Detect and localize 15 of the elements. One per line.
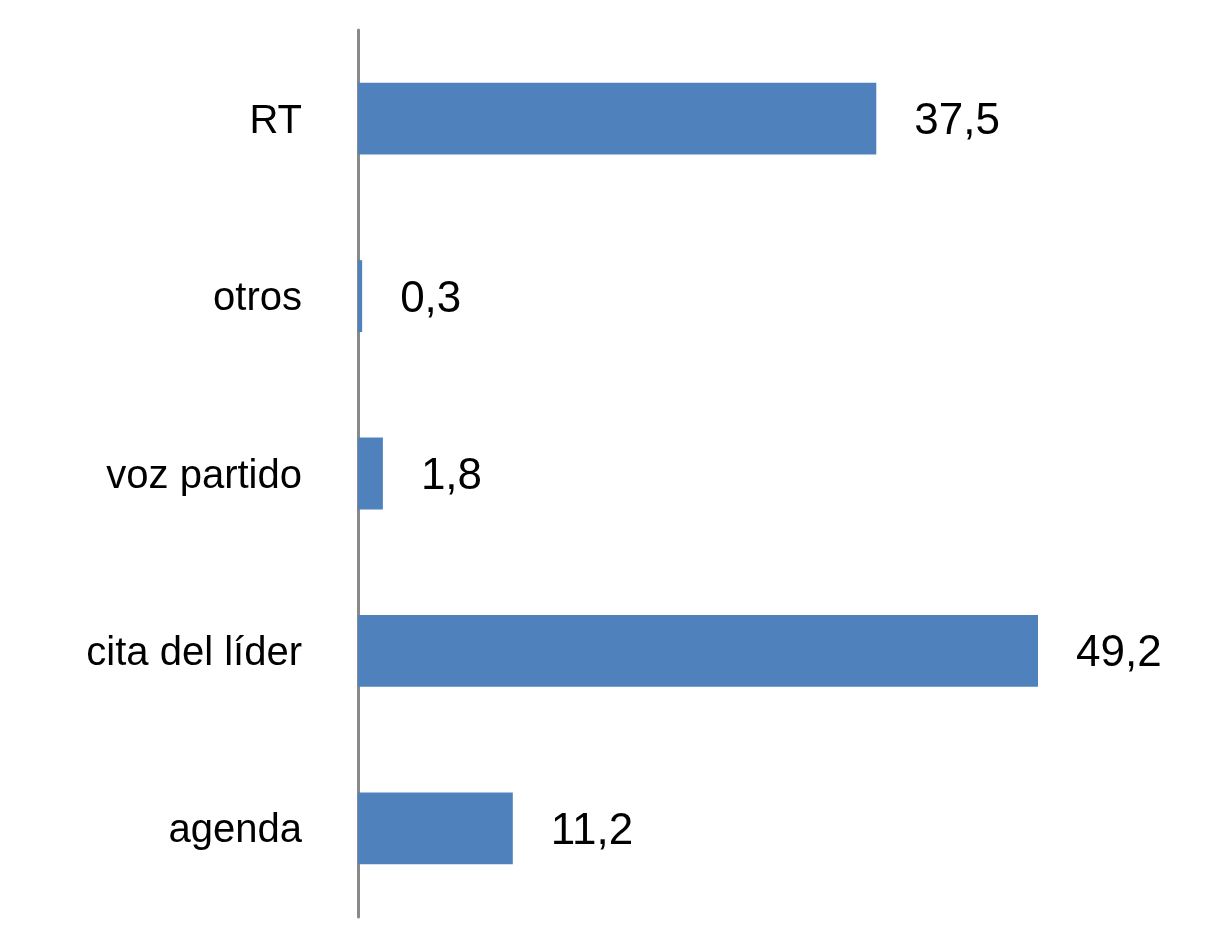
bar bbox=[358, 82, 877, 155]
y-tick-label: cita del líder bbox=[86, 628, 302, 673]
data-label: 49,2 bbox=[1076, 626, 1162, 676]
bar bbox=[358, 614, 1038, 687]
data-label: 11,2 bbox=[550, 803, 634, 853]
data-label: 0,3 bbox=[400, 271, 462, 321]
y-tick-label: RT bbox=[249, 96, 302, 141]
bar bbox=[358, 260, 363, 333]
bar bbox=[358, 437, 383, 510]
data-label: 1,8 bbox=[420, 449, 483, 498]
y-tick-label: voz partido bbox=[106, 451, 302, 496]
bar bbox=[358, 792, 513, 865]
data-label: 37,5 bbox=[914, 94, 1000, 144]
y-tick-label: agenda bbox=[168, 806, 303, 851]
y-tick-label: otros bbox=[213, 274, 302, 319]
